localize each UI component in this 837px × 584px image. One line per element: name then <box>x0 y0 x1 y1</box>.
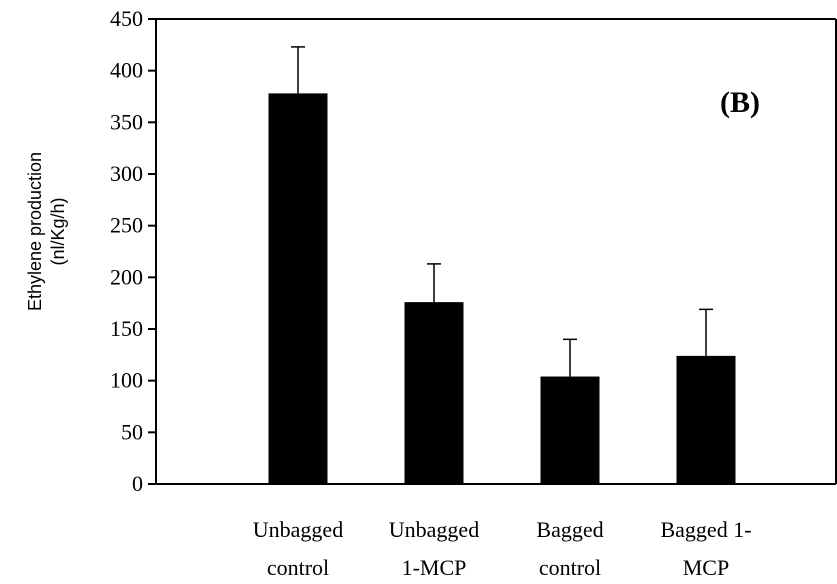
y-tick-label: 400 <box>110 58 143 83</box>
y-axis-label-line: Ethylene production <box>25 152 45 311</box>
category-label-line: control <box>539 555 601 580</box>
y-tick-label: 150 <box>110 316 143 341</box>
category-label-line: Bagged <box>536 517 603 542</box>
y-tick-label: 0 <box>132 471 143 496</box>
category-label-line: MCP <box>683 555 729 580</box>
y-tick-label: 450 <box>110 6 143 31</box>
y-tick-label: 50 <box>121 419 143 444</box>
y-tick-label: 350 <box>110 109 143 134</box>
bar <box>404 302 464 484</box>
bars <box>268 93 736 485</box>
axes <box>155 18 837 485</box>
category-label-line: Unbagged <box>389 517 479 542</box>
y-axis-label: Ethylene production (nl/Kg/h) <box>25 152 68 311</box>
category-label-line: Bagged 1- <box>660 517 751 542</box>
bar <box>268 93 328 485</box>
y-tick-label: 200 <box>110 264 143 289</box>
category-label-line: 1-MCP <box>402 555 467 580</box>
error-bars <box>291 46 713 377</box>
bar <box>676 355 736 484</box>
y-tick-label: 300 <box>110 161 143 186</box>
category-label-line: Unbagged <box>253 517 343 542</box>
category-label-line: control <box>267 555 329 580</box>
bar <box>540 376 600 484</box>
category-labels: Unbagged control Unbagged 1-MCP Bagged contro… <box>253 517 752 580</box>
panel-annotation: (B) <box>720 86 760 119</box>
y-tick-label: 250 <box>110 213 143 238</box>
y-tick-label: 100 <box>110 368 143 393</box>
y-axis-ticks: 0 50 100 150 200 250 300 350 400 450 <box>110 6 156 496</box>
y-axis-label-line: (nl/Kg/h) <box>48 197 68 265</box>
